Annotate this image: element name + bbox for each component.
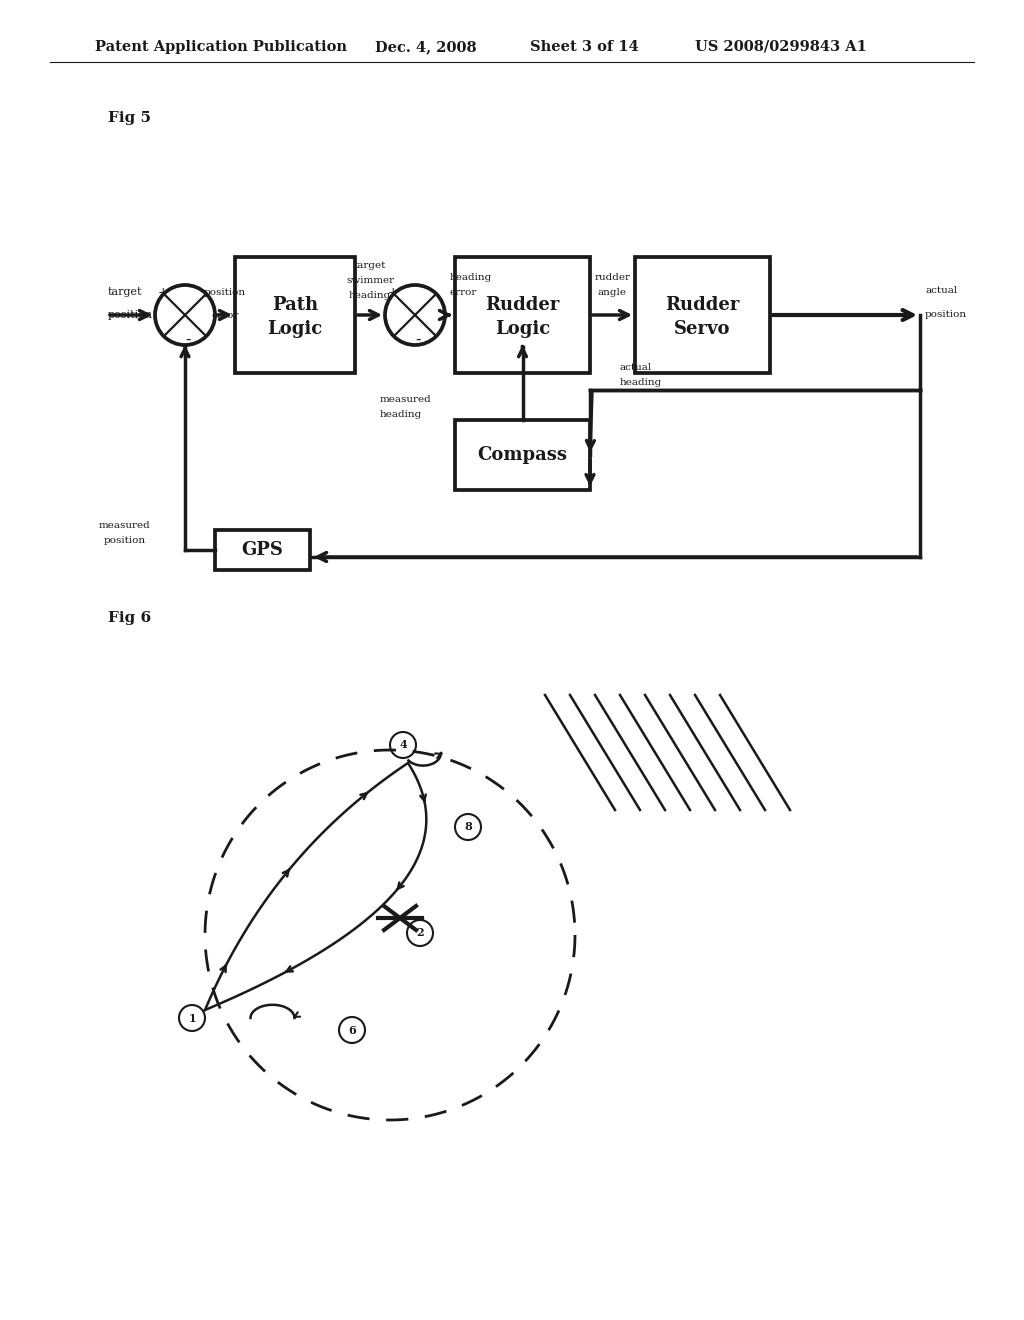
FancyBboxPatch shape (635, 257, 770, 374)
FancyBboxPatch shape (455, 257, 590, 374)
Text: measured: measured (99, 521, 151, 531)
Text: +: + (158, 286, 168, 300)
Text: Servo: Servo (674, 319, 731, 338)
Text: position: position (925, 310, 967, 319)
Text: position: position (204, 288, 246, 297)
FancyBboxPatch shape (455, 420, 590, 490)
Text: 4: 4 (399, 739, 407, 751)
Text: 1: 1 (188, 1012, 196, 1023)
Circle shape (455, 814, 481, 840)
Text: Logic: Logic (267, 319, 323, 338)
Text: Logic: Logic (495, 319, 550, 338)
Circle shape (339, 1016, 365, 1043)
Text: heading: heading (380, 411, 422, 418)
Text: 6: 6 (348, 1024, 356, 1035)
Text: swimmer: swimmer (346, 276, 394, 285)
Text: measured: measured (380, 395, 432, 404)
Text: error: error (450, 288, 477, 297)
Text: Compass: Compass (477, 446, 567, 465)
FancyBboxPatch shape (215, 531, 310, 570)
Text: +: + (388, 286, 398, 300)
Text: position: position (108, 310, 154, 319)
Text: heading: heading (450, 273, 493, 282)
FancyBboxPatch shape (234, 257, 355, 374)
Circle shape (390, 733, 416, 758)
Text: Rudder: Rudder (666, 296, 739, 314)
Text: 8: 8 (464, 821, 472, 833)
Text: Path: Path (272, 296, 318, 314)
Text: Sheet 3 of 14: Sheet 3 of 14 (530, 40, 639, 54)
Text: -: - (185, 331, 190, 346)
Text: -: - (416, 331, 421, 346)
Text: actual: actual (925, 286, 957, 294)
Text: heading: heading (349, 290, 391, 300)
Text: heading: heading (620, 378, 663, 387)
Circle shape (407, 920, 433, 946)
Text: rudder: rudder (595, 273, 631, 282)
Text: error: error (211, 312, 239, 319)
Text: position: position (104, 536, 146, 545)
Text: angle: angle (598, 288, 627, 297)
Text: target: target (354, 261, 386, 271)
Text: Fig 6: Fig 6 (108, 611, 152, 624)
Text: Patent Application Publication: Patent Application Publication (95, 40, 347, 54)
Text: GPS: GPS (242, 541, 284, 558)
Text: target: target (108, 286, 142, 297)
Text: Fig 5: Fig 5 (108, 111, 151, 125)
Text: Rudder: Rudder (485, 296, 560, 314)
Text: Dec. 4, 2008: Dec. 4, 2008 (375, 40, 476, 54)
Circle shape (179, 1005, 205, 1031)
Text: 2: 2 (416, 928, 424, 939)
Text: US 2008/0299843 A1: US 2008/0299843 A1 (695, 40, 867, 54)
Text: actual: actual (620, 363, 652, 372)
